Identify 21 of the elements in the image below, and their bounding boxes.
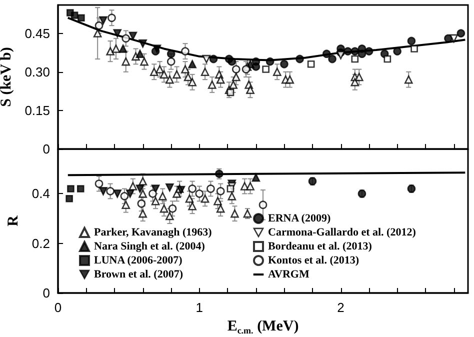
- y-tick-label: 0: [42, 286, 50, 300]
- y-tick-label: 0.45: [24, 26, 50, 41]
- legend-label: ERNA (2009): [268, 212, 331, 224]
- y-axis-title: S (keV b): [0, 47, 14, 107]
- y-tick-label: 0: [42, 142, 50, 156]
- y-tick-label: 0.4: [32, 186, 50, 202]
- y-tick-label: 0.30: [24, 64, 50, 80]
- legend-label: Kontos et al. (2013): [268, 254, 360, 266]
- legend-label: Nara Singh et al. (2004): [94, 240, 206, 252]
- y-axis-title: R: [6, 215, 22, 226]
- legend-label: Carmona-Gallardo et al. (2012): [268, 226, 416, 238]
- legend-label: Parker, Kavanagh (1963): [94, 226, 212, 238]
- legend-label: LUNA (2006-2007): [94, 254, 183, 266]
- y-tick-label: 0.15: [24, 102, 50, 118]
- legend-label: Bordeanu et al. (2013): [268, 240, 372, 252]
- legend-label: AVRGM: [268, 268, 310, 280]
- y-tick-label: 0.2: [32, 236, 50, 251]
- x-tick-label: 2: [337, 300, 344, 315]
- legend-label: Brown et al. (2007): [94, 268, 184, 280]
- x-tick-label: 0: [54, 300, 62, 315]
- x-tick-label: 1: [196, 300, 203, 315]
